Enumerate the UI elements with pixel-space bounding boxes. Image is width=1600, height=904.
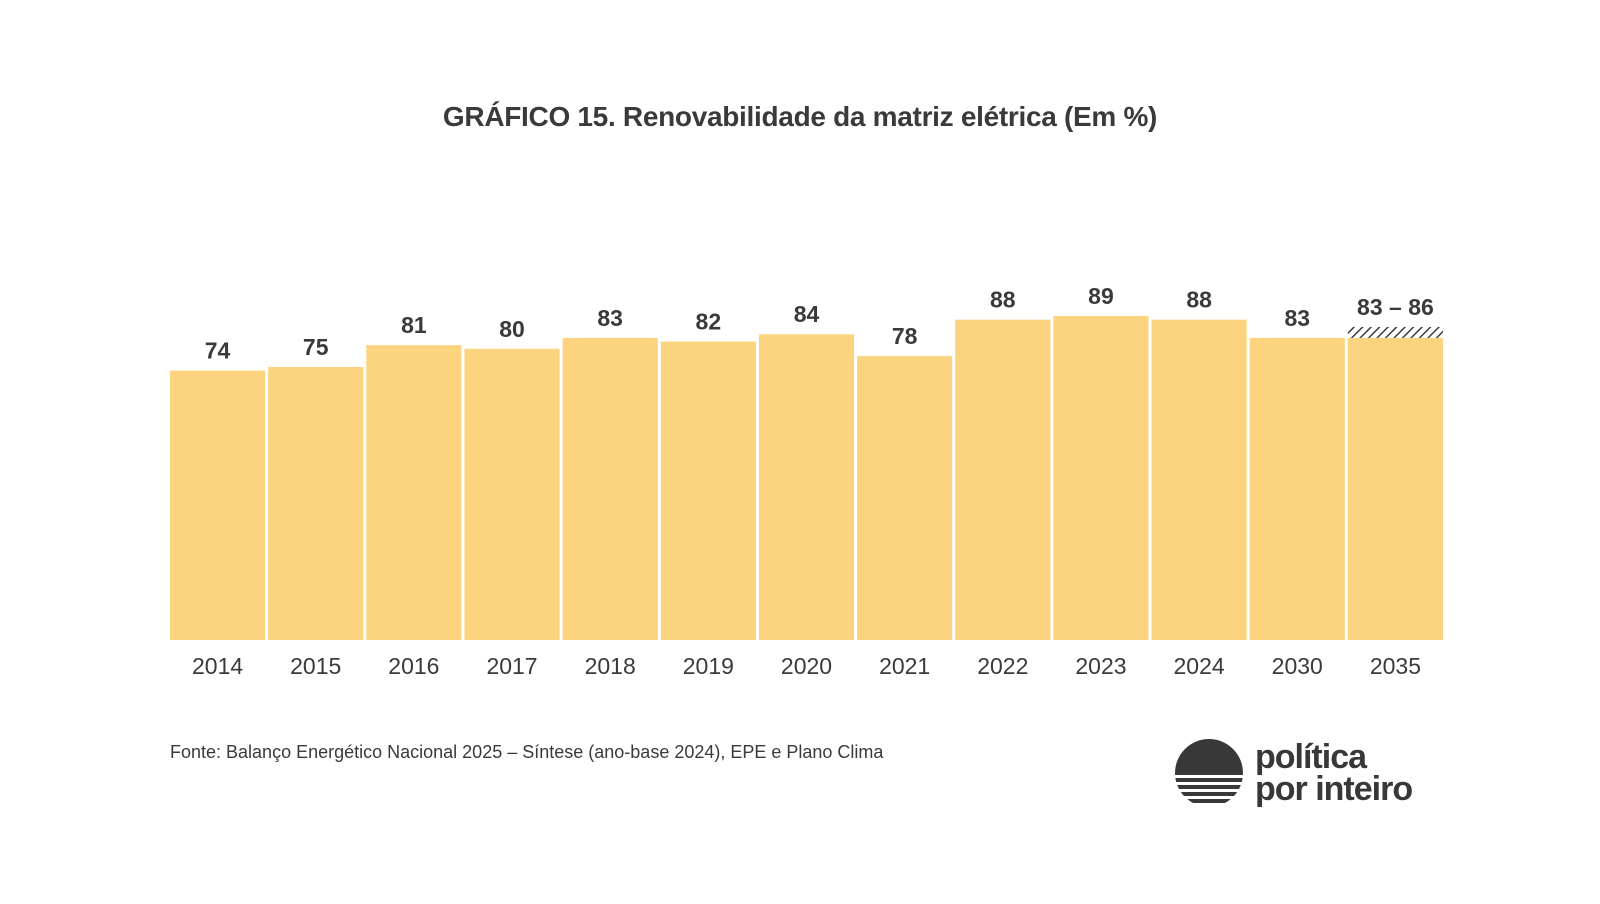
bar-chart: 74 75 81 80 83 82 84 78 88 89 88 83 83 – 86 2014 2015… [170,283,1443,679]
bar-value-label-2018: 83 [597,305,623,331]
brand-logo: política por inteiro [1175,738,1413,808]
bar-2022 [955,319,1051,640]
value-labels-layer: 74 75 81 80 83 82 84 78 88 89 88 83 83 – 86 [205,283,1434,364]
bar-value-label-2020: 84 [794,301,820,327]
x-tick-label-2035: 2035 [1370,653,1421,679]
bar-value-label-2023: 89 [1088,283,1114,309]
x-tick-label-2030: 2030 [1272,653,1323,679]
bar-2023 [1053,316,1149,640]
bar-value-label-2024: 88 [1186,287,1212,313]
bar-2020 [758,334,855,640]
brand-line-1: política [1255,738,1367,776]
x-axis-tick-labels: 2014 2015 2016 2017 2018 2019 2020 2021 2022 2023… [192,653,1421,679]
bar-value-label-2030: 83 [1284,305,1310,331]
bar-2015 [268,367,364,640]
bar-2021 [857,356,953,640]
bar-value-label-2016: 81 [401,312,427,338]
brand-line-2: por inteiro [1255,770,1413,808]
source-note: Fonte: Balanço Energético Nacional 2025 … [170,742,884,762]
x-tick-label-2015: 2015 [290,653,341,679]
chart-title: GRÁFICO 15. Renovabilidade da matriz elé… [442,101,1158,132]
bar-2024 [1151,319,1247,640]
x-tick-label-2019: 2019 [683,653,734,679]
bar-2018 [562,337,658,640]
bar-value-label-2017: 80 [499,316,525,342]
x-tick-label-2024: 2024 [1174,653,1225,679]
bar-value-label-2019: 82 [696,309,722,335]
bar-2019 [660,341,756,640]
range-hatch-2035 [1347,326,1443,338]
bar-2016 [366,345,462,640]
bars-layer [170,316,1443,640]
x-tick-label-2018: 2018 [585,653,636,679]
brand-wordmark: política por inteiro [1255,738,1413,808]
bar-2035 [1347,337,1443,640]
half-sun-horizon-logo-icon [1175,739,1243,803]
bar-value-label-2035: 83 – 86 [1357,294,1434,320]
x-tick-label-2022: 2022 [977,653,1028,679]
x-tick-label-2020: 2020 [781,653,832,679]
x-tick-label-2021: 2021 [879,653,930,679]
x-tick-label-2017: 2017 [486,653,537,679]
bar-value-label-2022: 88 [990,287,1016,313]
bar-value-label-2015: 75 [303,334,329,360]
x-tick-label-2023: 2023 [1075,653,1126,679]
bar-2030 [1249,337,1345,640]
bar-value-label-2021: 78 [892,323,918,349]
x-tick-label-2014: 2014 [192,653,243,679]
bar-2017 [464,348,560,640]
x-tick-label-2016: 2016 [388,653,439,679]
bar-value-label-2014: 74 [205,338,231,364]
bar-2014 [170,370,266,640]
